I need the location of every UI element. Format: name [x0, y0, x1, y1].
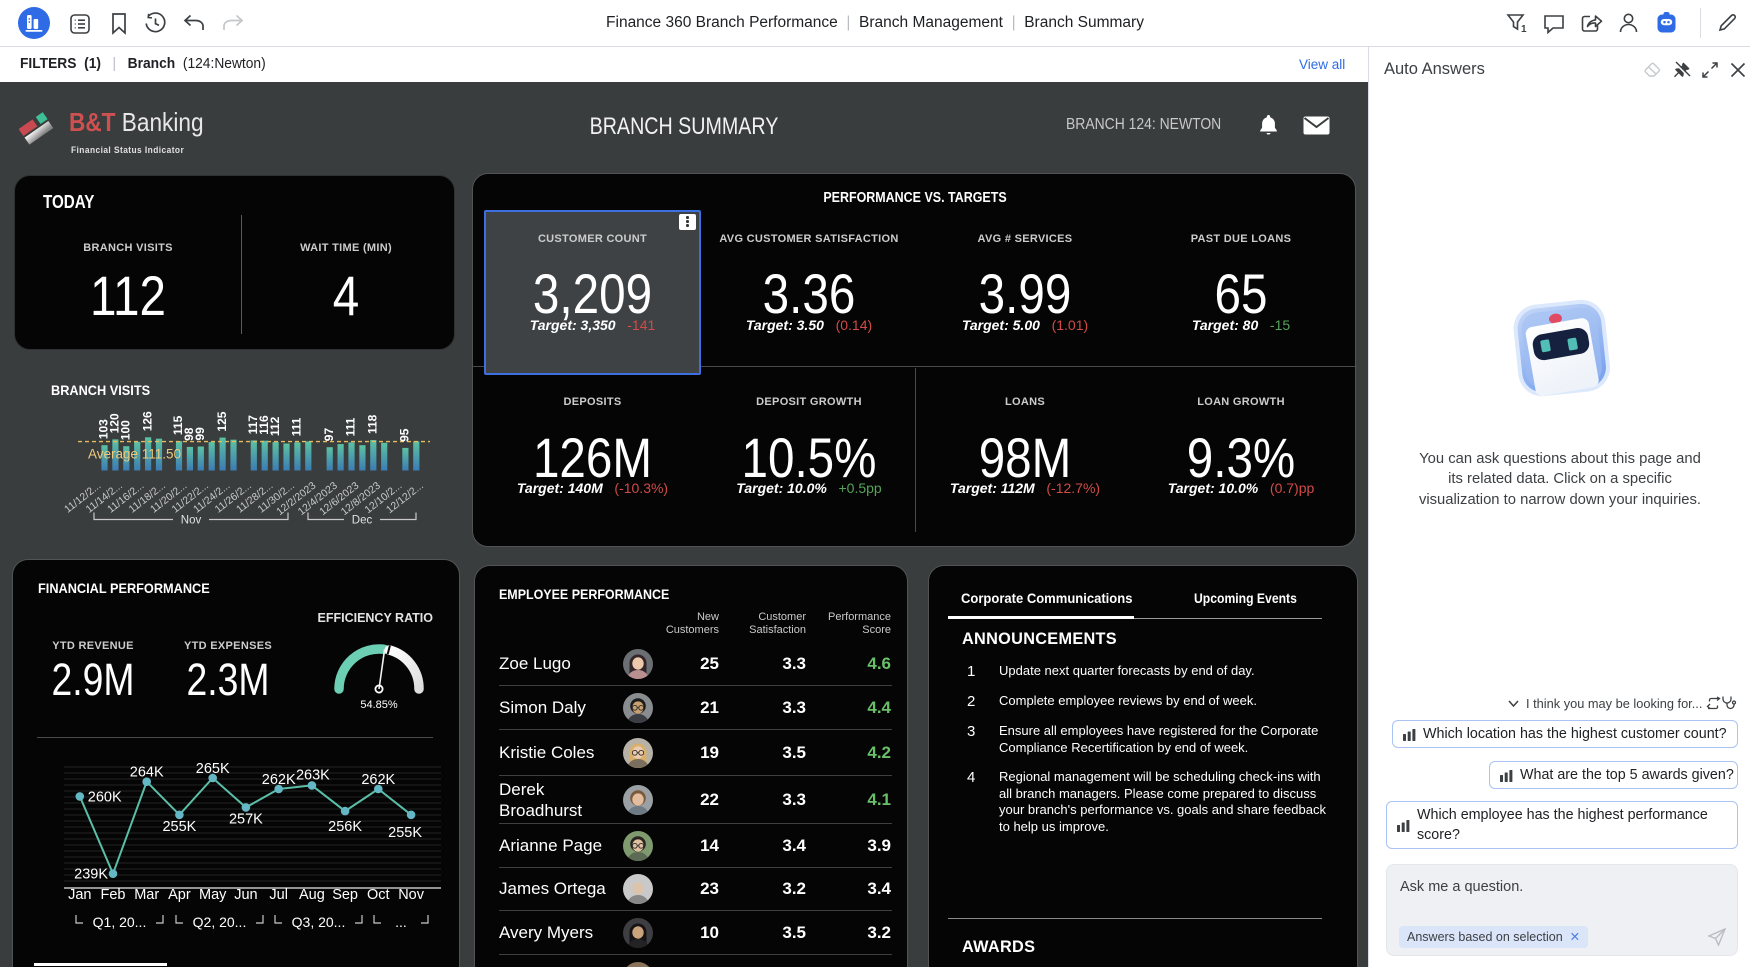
svg-text:Dec: Dec [352, 515, 373, 527]
svg-text:Oct: Oct [367, 887, 390, 903]
svg-text:263K: 263K [296, 767, 330, 783]
svg-text:257K: 257K [229, 811, 263, 827]
svg-text:116: 116 [257, 415, 271, 435]
svg-text:255K: 255K [388, 825, 422, 841]
svg-text:Sep: Sep [332, 887, 358, 903]
svg-text:239K: 239K [74, 867, 108, 883]
svg-text:100: 100 [118, 420, 132, 440]
svg-text:262K: 262K [361, 772, 395, 788]
svg-text:115: 115 [171, 415, 185, 435]
svg-text:117: 117 [246, 415, 260, 435]
svg-text:255K: 255K [162, 819, 196, 835]
svg-text:112: 112 [268, 416, 282, 436]
svg-text:Feb: Feb [101, 887, 126, 903]
svg-text:...: ... [395, 914, 407, 930]
svg-text:Aug: Aug [299, 887, 325, 903]
svg-text:103: 103 [97, 419, 111, 439]
svg-text:95: 95 [398, 428, 412, 442]
svg-text:126: 126 [140, 411, 154, 431]
svg-text:120: 120 [108, 413, 122, 433]
svg-text:Jul: Jul [269, 887, 288, 903]
svg-text:98: 98 [182, 427, 196, 441]
svg-text:118: 118 [365, 414, 379, 434]
svg-text:265K: 265K [196, 761, 230, 777]
svg-text:260K: 260K [88, 789, 122, 805]
svg-text:Q1, 20...: Q1, 20... [93, 914, 147, 930]
svg-text:256K: 256K [328, 819, 362, 835]
svg-text:97: 97 [322, 428, 336, 442]
svg-text:264K: 264K [130, 765, 164, 781]
svg-text:99: 99 [193, 427, 207, 441]
svg-text:Mar: Mar [134, 887, 159, 903]
svg-text:Q3, 20...: Q3, 20... [292, 914, 346, 930]
svg-text:Q2, 20...: Q2, 20... [193, 914, 247, 930]
svg-text:111: 111 [290, 417, 304, 436]
svg-text:Apr: Apr [168, 887, 191, 903]
svg-text:Jun: Jun [234, 887, 257, 903]
svg-text:Jan: Jan [68, 887, 91, 903]
svg-text:125: 125 [215, 411, 229, 431]
svg-text:111: 111 [344, 417, 358, 436]
svg-text:May: May [199, 887, 227, 903]
svg-text:262K: 262K [262, 772, 296, 788]
svg-text:Nov: Nov [181, 515, 202, 527]
svg-text:Nov: Nov [398, 887, 425, 903]
svg-text:Average 111.50: Average 111.50 [88, 447, 181, 462]
